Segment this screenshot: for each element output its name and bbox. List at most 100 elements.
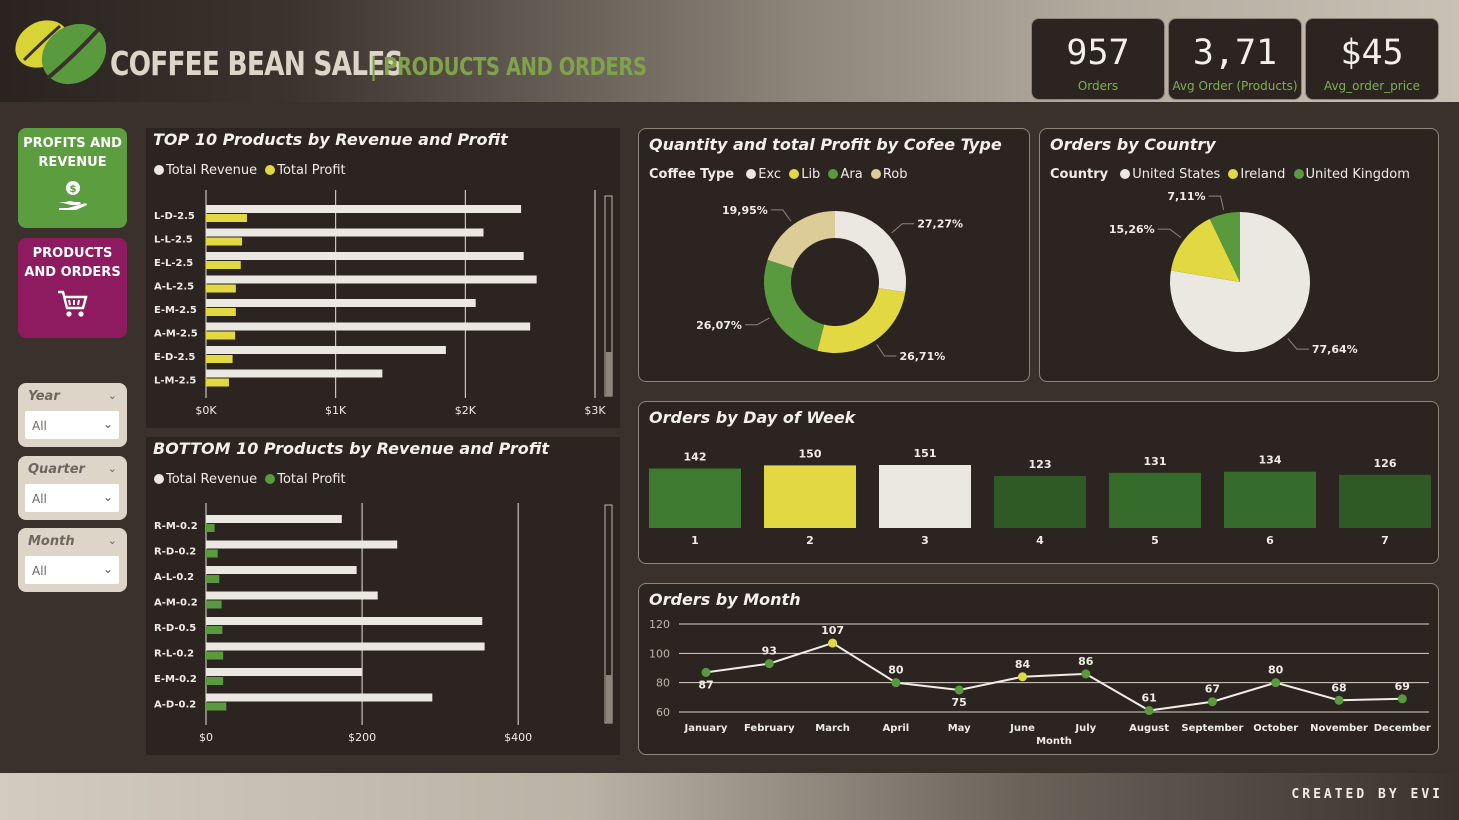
data-point (1144, 706, 1154, 716)
revenue-bar (206, 566, 357, 574)
revenue-bar (206, 322, 531, 331)
category-label: L-L-2.5 (154, 235, 193, 246)
day-value-label: 126 (1374, 457, 1397, 470)
month-select[interactable]: All ⌄ (25, 556, 119, 584)
legend-profit: Total Profit (277, 163, 346, 178)
kpi-avg-order-label: Avg Order (Products) (1172, 79, 1298, 93)
data-point (1207, 697, 1217, 707)
dropdown-arrow-icon[interactable]: ⌄ (102, 490, 113, 504)
month-slicer[interactable]: Month ⌄ All ⌄ (18, 528, 127, 592)
profits-and-revenue-button[interactable]: PROFITS AND REVENUE $ (18, 128, 127, 228)
slice-label: 7,11% (1167, 190, 1205, 203)
leader-line (1157, 228, 1182, 238)
month-label: June (1009, 723, 1035, 734)
day-bar (879, 465, 971, 528)
day-of-week-panel: Orders by Day of Week 142 1 150 2 151 3 123 4 13… (638, 401, 1439, 564)
kpi-orders: 957 Orders (1031, 18, 1165, 100)
month-label: January (684, 723, 728, 734)
kpi-orders-value: 957 (1066, 33, 1130, 73)
chevron-down-icon[interactable]: ⌄ (107, 462, 117, 475)
data-label: 84 (1015, 658, 1031, 671)
month-slicer-title: Month (28, 534, 75, 549)
day-category-label: 3 (921, 534, 929, 547)
day-category-label: 1 (691, 534, 699, 547)
profit-bar (206, 677, 224, 685)
x-tick-label: $3K (584, 404, 606, 417)
legend-dot (789, 169, 800, 179)
day-of-week-chart: 142 1 150 2 151 3 123 4 131 5 134 6 126 7 (649, 447, 1431, 547)
data-label: 87 (698, 678, 713, 691)
profit-bar (206, 702, 227, 711)
x-tick-label: $2K (455, 404, 477, 417)
leader-line (744, 317, 770, 326)
month-select-value: All (32, 564, 47, 578)
legend-revenue: Total Revenue (166, 472, 258, 487)
legend-dot (746, 169, 757, 179)
profits-button-label-1: PROFITS AND (23, 136, 122, 151)
data-point (954, 685, 964, 695)
chevron-down-icon[interactable]: ⌄ (107, 389, 117, 402)
dropdown-arrow-icon[interactable]: ⌄ (102, 562, 113, 576)
category-label: L-D-2.5 (154, 211, 195, 222)
quarter-slicer[interactable]: Quarter ⌄ All ⌄ (18, 456, 127, 520)
dropdown-arrow-icon[interactable]: ⌄ (102, 417, 113, 431)
revenue-bar (206, 591, 378, 600)
year-slicer[interactable]: Year ⌄ All ⌄ (18, 383, 127, 447)
data-point (828, 638, 838, 648)
chevron-down-icon[interactable]: ⌄ (107, 534, 117, 547)
month-label: February (744, 723, 795, 734)
month-label: May (948, 723, 971, 734)
day-of-week-title: Orders by Day of Week (649, 408, 856, 427)
day-bar (649, 468, 741, 528)
profit-bar (206, 284, 236, 293)
money-hand-icon: $ (58, 181, 87, 210)
coffee-type-title: Quantity and total Profit by Cofee Type (649, 135, 1002, 154)
scrollbar-thumb (606, 675, 612, 723)
pie-slice (764, 259, 825, 351)
data-label: 107 (821, 624, 844, 637)
year-select-value: All (32, 419, 47, 433)
legend-uk: United Kingdom (1305, 167, 1410, 182)
day-category-label: 4 (1036, 534, 1044, 547)
dashboard-title: COFFEE BEAN SALES (110, 44, 404, 83)
year-select[interactable]: All ⌄ (25, 411, 119, 439)
month-label: September (1181, 723, 1243, 734)
day-bar (764, 465, 856, 528)
kpi-orders-label: Orders (1077, 79, 1119, 93)
profit-bar (206, 331, 236, 340)
header: COFFEE BEAN SALES | PRODUCTS AND ORDERS … (0, 0, 1459, 102)
data-point (701, 667, 711, 677)
profit-bar (206, 575, 220, 583)
data-label: 86 (1078, 655, 1094, 668)
quarter-select[interactable]: All ⌄ (25, 484, 119, 512)
category-label: E-M-0.2 (154, 674, 197, 685)
data-point (764, 659, 774, 669)
scrollbar-thumb (606, 352, 612, 396)
pie-slice (767, 211, 835, 269)
bottom10-panel: BOTTOM 10 Products by Revenue and Profit… (146, 437, 620, 755)
legend-title: Country (1050, 167, 1109, 182)
day-category-label: 6 (1266, 534, 1274, 547)
kpi-avg-price: $45 Avg_order_price (1305, 18, 1439, 100)
data-label: 67 (1205, 683, 1220, 696)
x-axis-title: Month (1036, 736, 1072, 747)
month-chart: 120 100 80 60 87 January 93 February 107 March 80 A… (649, 618, 1431, 747)
revenue-bar (206, 228, 484, 237)
month-label: March (815, 723, 850, 734)
legend-dot (154, 474, 164, 484)
pie-slice (817, 288, 906, 353)
day-bar (1339, 474, 1431, 528)
revenue-bar (206, 617, 483, 625)
orders-line (705, 641, 1403, 712)
x-tick-label: $200 (348, 731, 376, 744)
legend-rob: Rob (882, 167, 908, 182)
pie-slice (1170, 218, 1240, 282)
category-label: A-M-0.2 (154, 598, 198, 609)
kpi-avg-order-value: 3,71 (1192, 33, 1278, 73)
month-label: December (1374, 723, 1431, 734)
legend-dot (265, 474, 276, 484)
month-label: April (883, 723, 910, 734)
products-and-orders-button[interactable]: PRODUCTS AND ORDERS (18, 238, 127, 338)
month-label: October (1253, 723, 1298, 734)
profit-bar (206, 355, 233, 363)
